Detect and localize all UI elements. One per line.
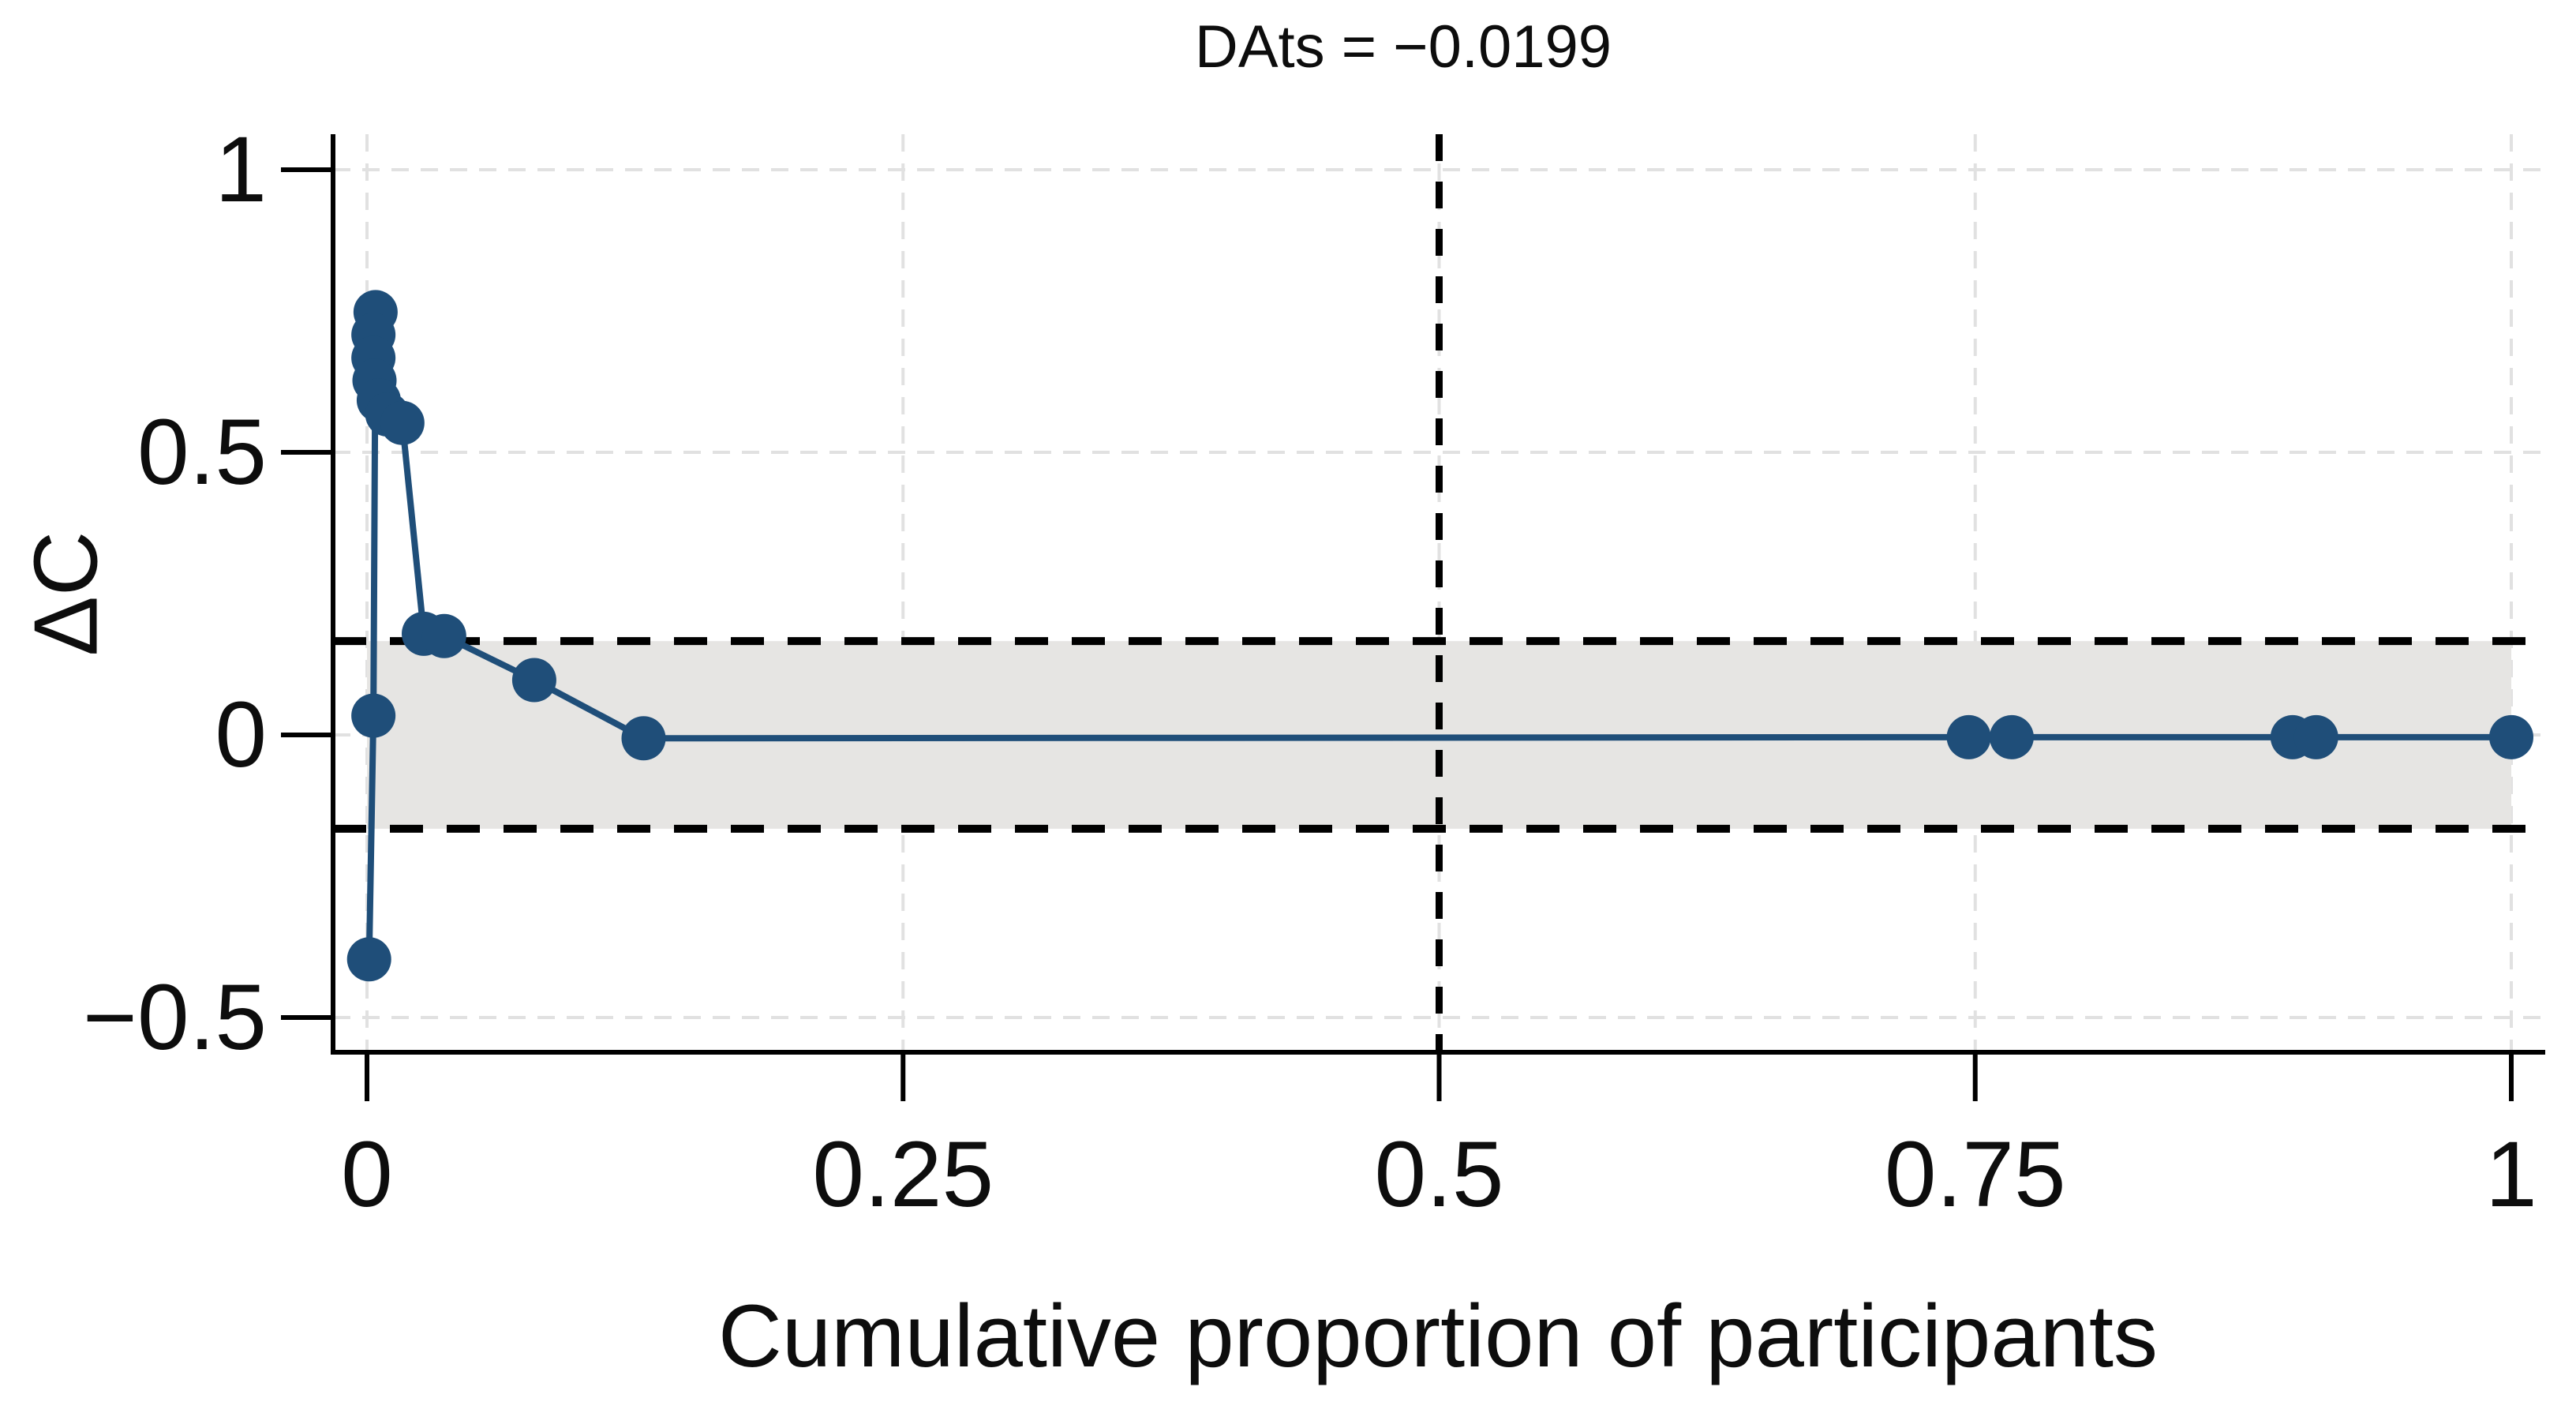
x-tick-label: 0 [341, 1123, 393, 1227]
y-tick-label: 1 [215, 118, 267, 222]
data-point [380, 400, 425, 445]
data-point [346, 937, 391, 982]
y-tick-label: 0 [215, 683, 267, 787]
data-point [511, 658, 556, 703]
data-point [621, 716, 666, 761]
data-point [351, 693, 396, 738]
data-point [2489, 714, 2533, 759]
x-axis-title: Cumulative proportion of participants [717, 1287, 2159, 1385]
y-tick-label: 0.5 [137, 400, 267, 504]
x-tick-label: 1 [2485, 1123, 2537, 1227]
y-axis-title: ΔC [16, 530, 117, 657]
x-tick-label: 0.25 [812, 1123, 994, 1227]
x-tick-label: 0.75 [1885, 1123, 2066, 1227]
data-point [1946, 714, 1991, 759]
chart-title: DAts = −0.0199 [1194, 13, 1612, 81]
data-point [2293, 714, 2338, 759]
data-point [1989, 714, 2034, 759]
data-point [421, 613, 466, 658]
x-tick-label: 0.5 [1374, 1123, 1503, 1227]
y-tick-label: −0.5 [83, 965, 267, 1070]
